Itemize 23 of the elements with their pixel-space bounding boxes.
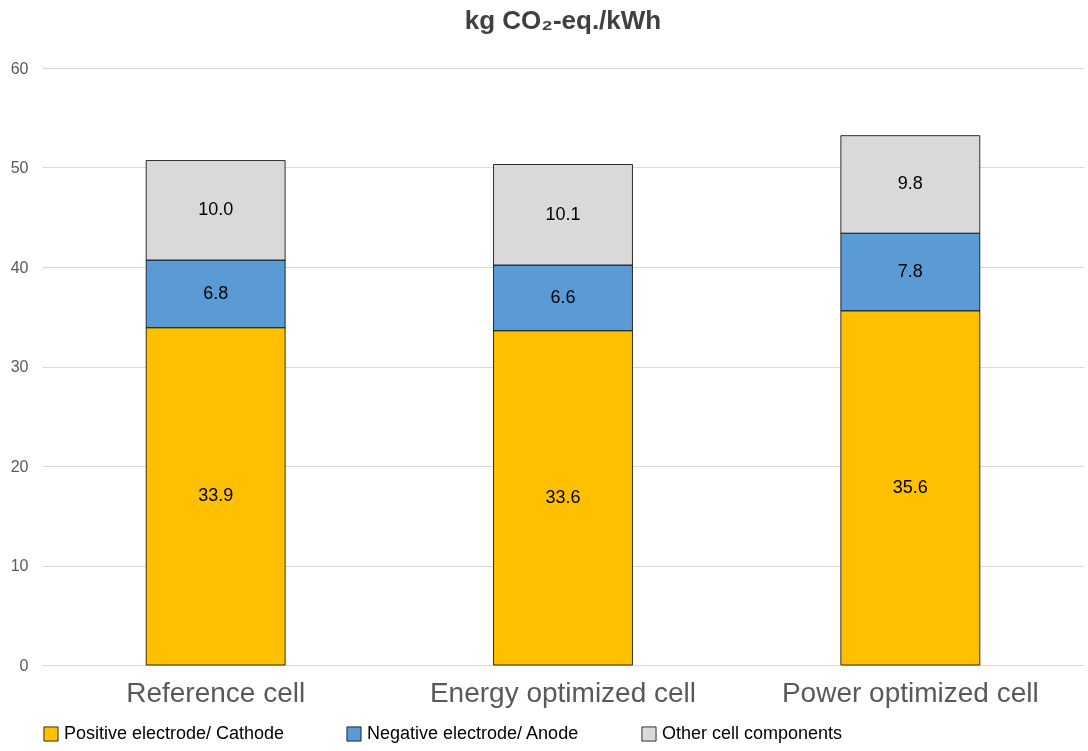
legend-label: Positive electrode/ Cathode [64,723,285,743]
data-label: 35.6 [892,476,928,497]
x-tick-label: Energy optimized cell [429,676,697,708]
y-tick-label: 20 [10,457,29,475]
data-label: 10.0 [198,199,234,220]
y-tick-label: 30 [10,358,29,375]
y-tick-label: 10 [10,557,29,574]
legend-label: Other cell components [662,723,843,743]
data-label: 33.9 [198,485,234,506]
chart-title: kg CO₂-eq./kWh [464,5,662,35]
x-tick-label: Power optimized cell [781,676,1039,708]
data-label: 33.6 [545,486,581,507]
y-tick-label: 60 [10,59,29,77]
data-label: 10.1 [545,203,581,224]
y-tick-label: 50 [10,159,29,176]
x-tick-label: Reference cell [126,676,306,708]
data-label: 7.8 [897,260,923,281]
data-label: 9.8 [897,173,923,194]
y-tick-label: 0 [19,656,29,674]
legend-label: Negative electrode/ Anode [367,723,579,743]
data-label: 6.6 [550,286,576,307]
data-label: 6.8 [203,282,229,303]
y-tick-label: 40 [10,258,29,276]
